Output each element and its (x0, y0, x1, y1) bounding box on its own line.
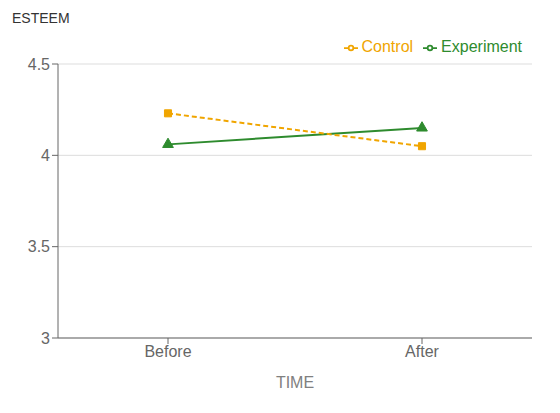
svg-text:3.5: 3.5 (28, 238, 50, 255)
svg-text:3: 3 (41, 330, 50, 347)
html-text:ESTEEM: ESTEEM (12, 10, 70, 26)
svg-text:TIME: TIME (276, 374, 314, 391)
svg-text:4.5: 4.5 (28, 56, 50, 73)
html-text:Control: Control (361, 38, 414, 55)
svg-text:After: After (405, 343, 439, 360)
svg-text:Before: Before (144, 343, 191, 360)
svg-text:4: 4 (41, 147, 50, 164)
html-text:Experiment: Experiment (441, 38, 522, 55)
